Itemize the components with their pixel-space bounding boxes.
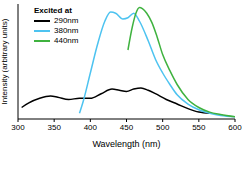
html-text:Excited at: Excited at: [34, 6, 72, 15]
svg-text:450: 450: [120, 123, 134, 132]
svg-text:400: 400: [84, 123, 98, 132]
svg-text:600: 600: [228, 123, 235, 132]
svg-text:Intensity (arbitrary units): Intensity (arbitrary units): [8, 18, 9, 104]
svg-text:350: 350: [47, 123, 61, 132]
svg-text:500: 500: [156, 123, 170, 132]
html-text:290nm: 290nm: [54, 16, 79, 25]
svg-text:Wavelength (nm): Wavelength (nm): [92, 139, 160, 149]
svg-text:550: 550: [192, 123, 206, 132]
html-text:380nm: 380nm: [54, 26, 79, 35]
svg-text:300: 300: [11, 123, 25, 132]
html-text:440nm: 440nm: [54, 36, 79, 45]
